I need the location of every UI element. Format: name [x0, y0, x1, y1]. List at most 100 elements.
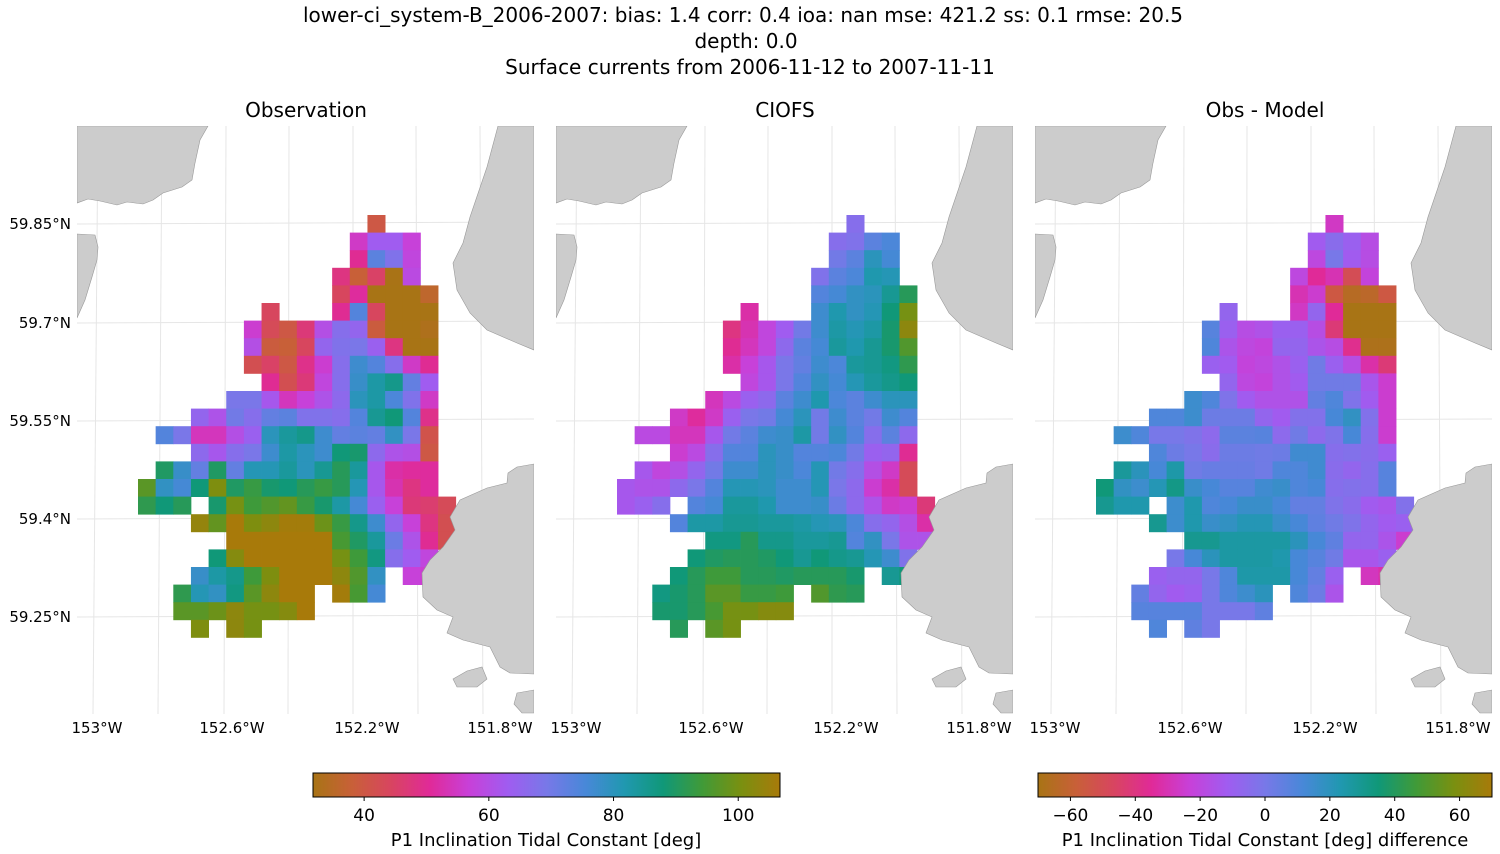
heatmap-cell	[1184, 602, 1203, 621]
heatmap-cell	[846, 496, 865, 515]
heatmap-cell	[1325, 320, 1344, 339]
heatmap-cell	[385, 303, 404, 321]
heatmap-cell	[226, 619, 245, 638]
heatmap-cell	[740, 303, 759, 321]
heatmap-cell	[758, 426, 777, 445]
heatmap-cell	[226, 584, 245, 603]
land-polygon	[452, 666, 488, 688]
heatmap-cell	[846, 391, 865, 409]
heatmap-cell	[314, 496, 333, 515]
heatmap-cell	[740, 373, 759, 392]
heatmap-cell	[687, 408, 706, 427]
heatmap-cell	[793, 320, 812, 339]
heatmap-cell	[687, 514, 706, 533]
heatmap-cell	[420, 461, 439, 480]
heatmap-cell	[261, 426, 280, 445]
heatmap-cell	[687, 426, 706, 445]
heatmap-cell	[828, 514, 847, 533]
heatmap-cell	[1272, 496, 1291, 515]
heatmap-cell	[367, 250, 386, 269]
heatmap-cell	[828, 320, 847, 339]
heatmap-cell	[261, 567, 280, 585]
heatmap-cell	[899, 303, 918, 321]
heatmap-cell	[1307, 584, 1326, 603]
x-tick-label: 152.2°W	[813, 719, 878, 737]
colorbar-tick-label: 40	[353, 806, 375, 826]
heatmap-cell	[846, 285, 865, 304]
heatmap-cell	[402, 320, 421, 339]
heatmap-cell	[314, 567, 333, 585]
colorbar-tick-label: −40	[1117, 806, 1153, 826]
heatmap-cell	[190, 567, 209, 585]
heatmap-cell	[1360, 285, 1379, 304]
heatmap-cell	[1343, 443, 1362, 462]
heatmap-cell	[332, 584, 351, 603]
heatmap-cell	[208, 496, 227, 515]
heatmap-cell	[402, 514, 421, 533]
heatmap-cell	[1237, 514, 1256, 533]
heatmap-cell	[155, 461, 174, 480]
heatmap-cell	[367, 443, 386, 462]
heatmap-cell	[243, 584, 262, 603]
heatmap-cell	[1307, 514, 1326, 533]
heatmap-cell	[261, 373, 280, 392]
heatmap-cell	[349, 461, 368, 480]
heatmap-cell	[828, 338, 847, 357]
heatmap-cell	[811, 479, 830, 497]
heatmap-cell	[296, 567, 315, 585]
colorbar-label-difference: P1 Inclination Tidal Constant [deg] diff…	[1062, 830, 1469, 850]
heatmap-cell	[1272, 567, 1291, 585]
heatmap-cell	[740, 355, 759, 374]
map-panel-ciofs	[556, 126, 1013, 714]
heatmap-cell	[1290, 320, 1309, 339]
heatmap-cell	[332, 320, 351, 339]
heatmap-cell	[367, 461, 386, 480]
heatmap-cell	[828, 549, 847, 568]
heatmap-cell	[367, 320, 386, 339]
heatmap-cell	[226, 408, 245, 427]
heatmap-cell	[846, 250, 865, 269]
heatmap-cell	[420, 514, 439, 533]
heatmap-cell	[243, 531, 262, 550]
heatmap-cell	[687, 496, 706, 515]
heatmap-cell	[332, 496, 351, 515]
heatmap-cell	[1307, 320, 1326, 339]
heatmap-cell	[367, 549, 386, 568]
heatmap-cell	[899, 408, 918, 427]
heatmap-cell	[1290, 479, 1309, 497]
heatmap-cell	[1360, 408, 1379, 427]
heatmap-cell	[705, 531, 724, 550]
land-polygon	[452, 126, 534, 351]
heatmap-cell	[385, 285, 404, 304]
heatmap-cell	[793, 408, 812, 427]
heatmap-cell	[243, 479, 262, 497]
heatmap-cell	[1148, 602, 1167, 621]
heatmap-cell	[775, 602, 794, 621]
heatmap-cell	[402, 338, 421, 357]
heatmap-cell	[1254, 320, 1273, 339]
heatmap-cell	[1219, 373, 1238, 392]
heatmap-cell	[385, 320, 404, 339]
heatmap-cell	[1201, 338, 1220, 357]
heatmap-cell	[243, 338, 262, 357]
heatmap-cell	[758, 531, 777, 550]
heatmap-cell	[190, 426, 209, 445]
heatmap-cell	[1113, 479, 1132, 497]
heatmap-cell	[1307, 443, 1326, 462]
heatmap-cell	[349, 496, 368, 515]
land-polygon	[513, 689, 534, 714]
heatmap-cell	[881, 567, 900, 585]
heatmap-cell	[775, 391, 794, 409]
heatmap-cell	[687, 443, 706, 462]
heatmap-cell	[173, 479, 192, 497]
heatmap-cell	[385, 531, 404, 550]
heatmap-cell	[1254, 567, 1273, 585]
heatmap-cell	[296, 355, 315, 374]
heatmap-cell	[349, 479, 368, 497]
heatmap-cell	[190, 479, 209, 497]
heatmap-cell	[811, 267, 830, 286]
heatmap-cell	[1201, 602, 1220, 621]
heatmap-cell	[367, 391, 386, 409]
x-tick-label: 152.2°W	[1292, 719, 1357, 737]
